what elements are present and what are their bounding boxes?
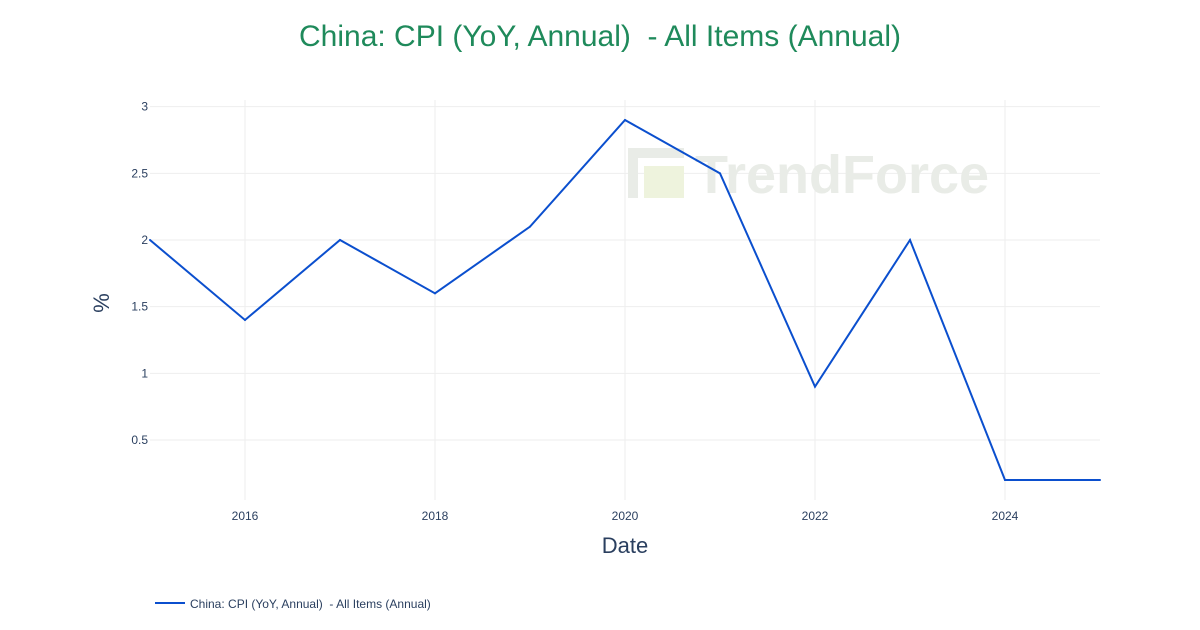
y-tick-label: 0.5	[131, 433, 148, 447]
y-axis-title: %	[89, 293, 114, 313]
watermark-text: TrendForce	[695, 145, 989, 205]
x-axis-title: Date	[602, 533, 648, 558]
x-tick-label: 2020	[612, 509, 639, 523]
y-tick-label: 2.5	[131, 166, 148, 180]
data-point[interactable]	[529, 225, 531, 228]
legend[interactable]: China: CPI (YoY, Annual) - All Items (An…	[155, 597, 431, 611]
data-point[interactable]	[814, 385, 816, 388]
data-point[interactable]	[339, 239, 341, 241]
x-tick-label: 2016	[232, 509, 259, 523]
data-point[interactable]	[149, 239, 151, 241]
trendforce-logo-icon	[628, 148, 684, 198]
x-tick-label: 2022	[802, 509, 829, 523]
data-point[interactable]	[909, 239, 911, 241]
series-layer	[149, 118, 1101, 481]
data-point[interactable]	[434, 292, 436, 295]
y-tick-label: 3	[141, 100, 148, 114]
y-tick-label: 2	[141, 233, 148, 247]
chart-title: China: CPI (YoY, Annual) - All Items (An…	[299, 20, 901, 53]
x-tick-label: 2018	[422, 509, 449, 523]
y-tick-label: 1	[141, 366, 148, 380]
tick-labels: 0.5 1 1.5 2 2.5 3 2016 2018 2020 2022 2024	[131, 100, 1018, 523]
data-point[interactable]	[624, 119, 626, 121]
grid-lines	[150, 100, 1100, 500]
data-point[interactable]	[719, 172, 721, 175]
watermark-logo: TrendForce	[628, 145, 989, 205]
legend-label: China: CPI (YoY, Annual) - All Items (An…	[190, 597, 431, 611]
data-point[interactable]	[1004, 479, 1006, 481]
y-tick-label: 1.5	[131, 300, 148, 314]
data-point[interactable]	[244, 319, 246, 321]
data-point[interactable]	[1099, 479, 1101, 481]
x-tick-label: 2024	[992, 509, 1019, 523]
